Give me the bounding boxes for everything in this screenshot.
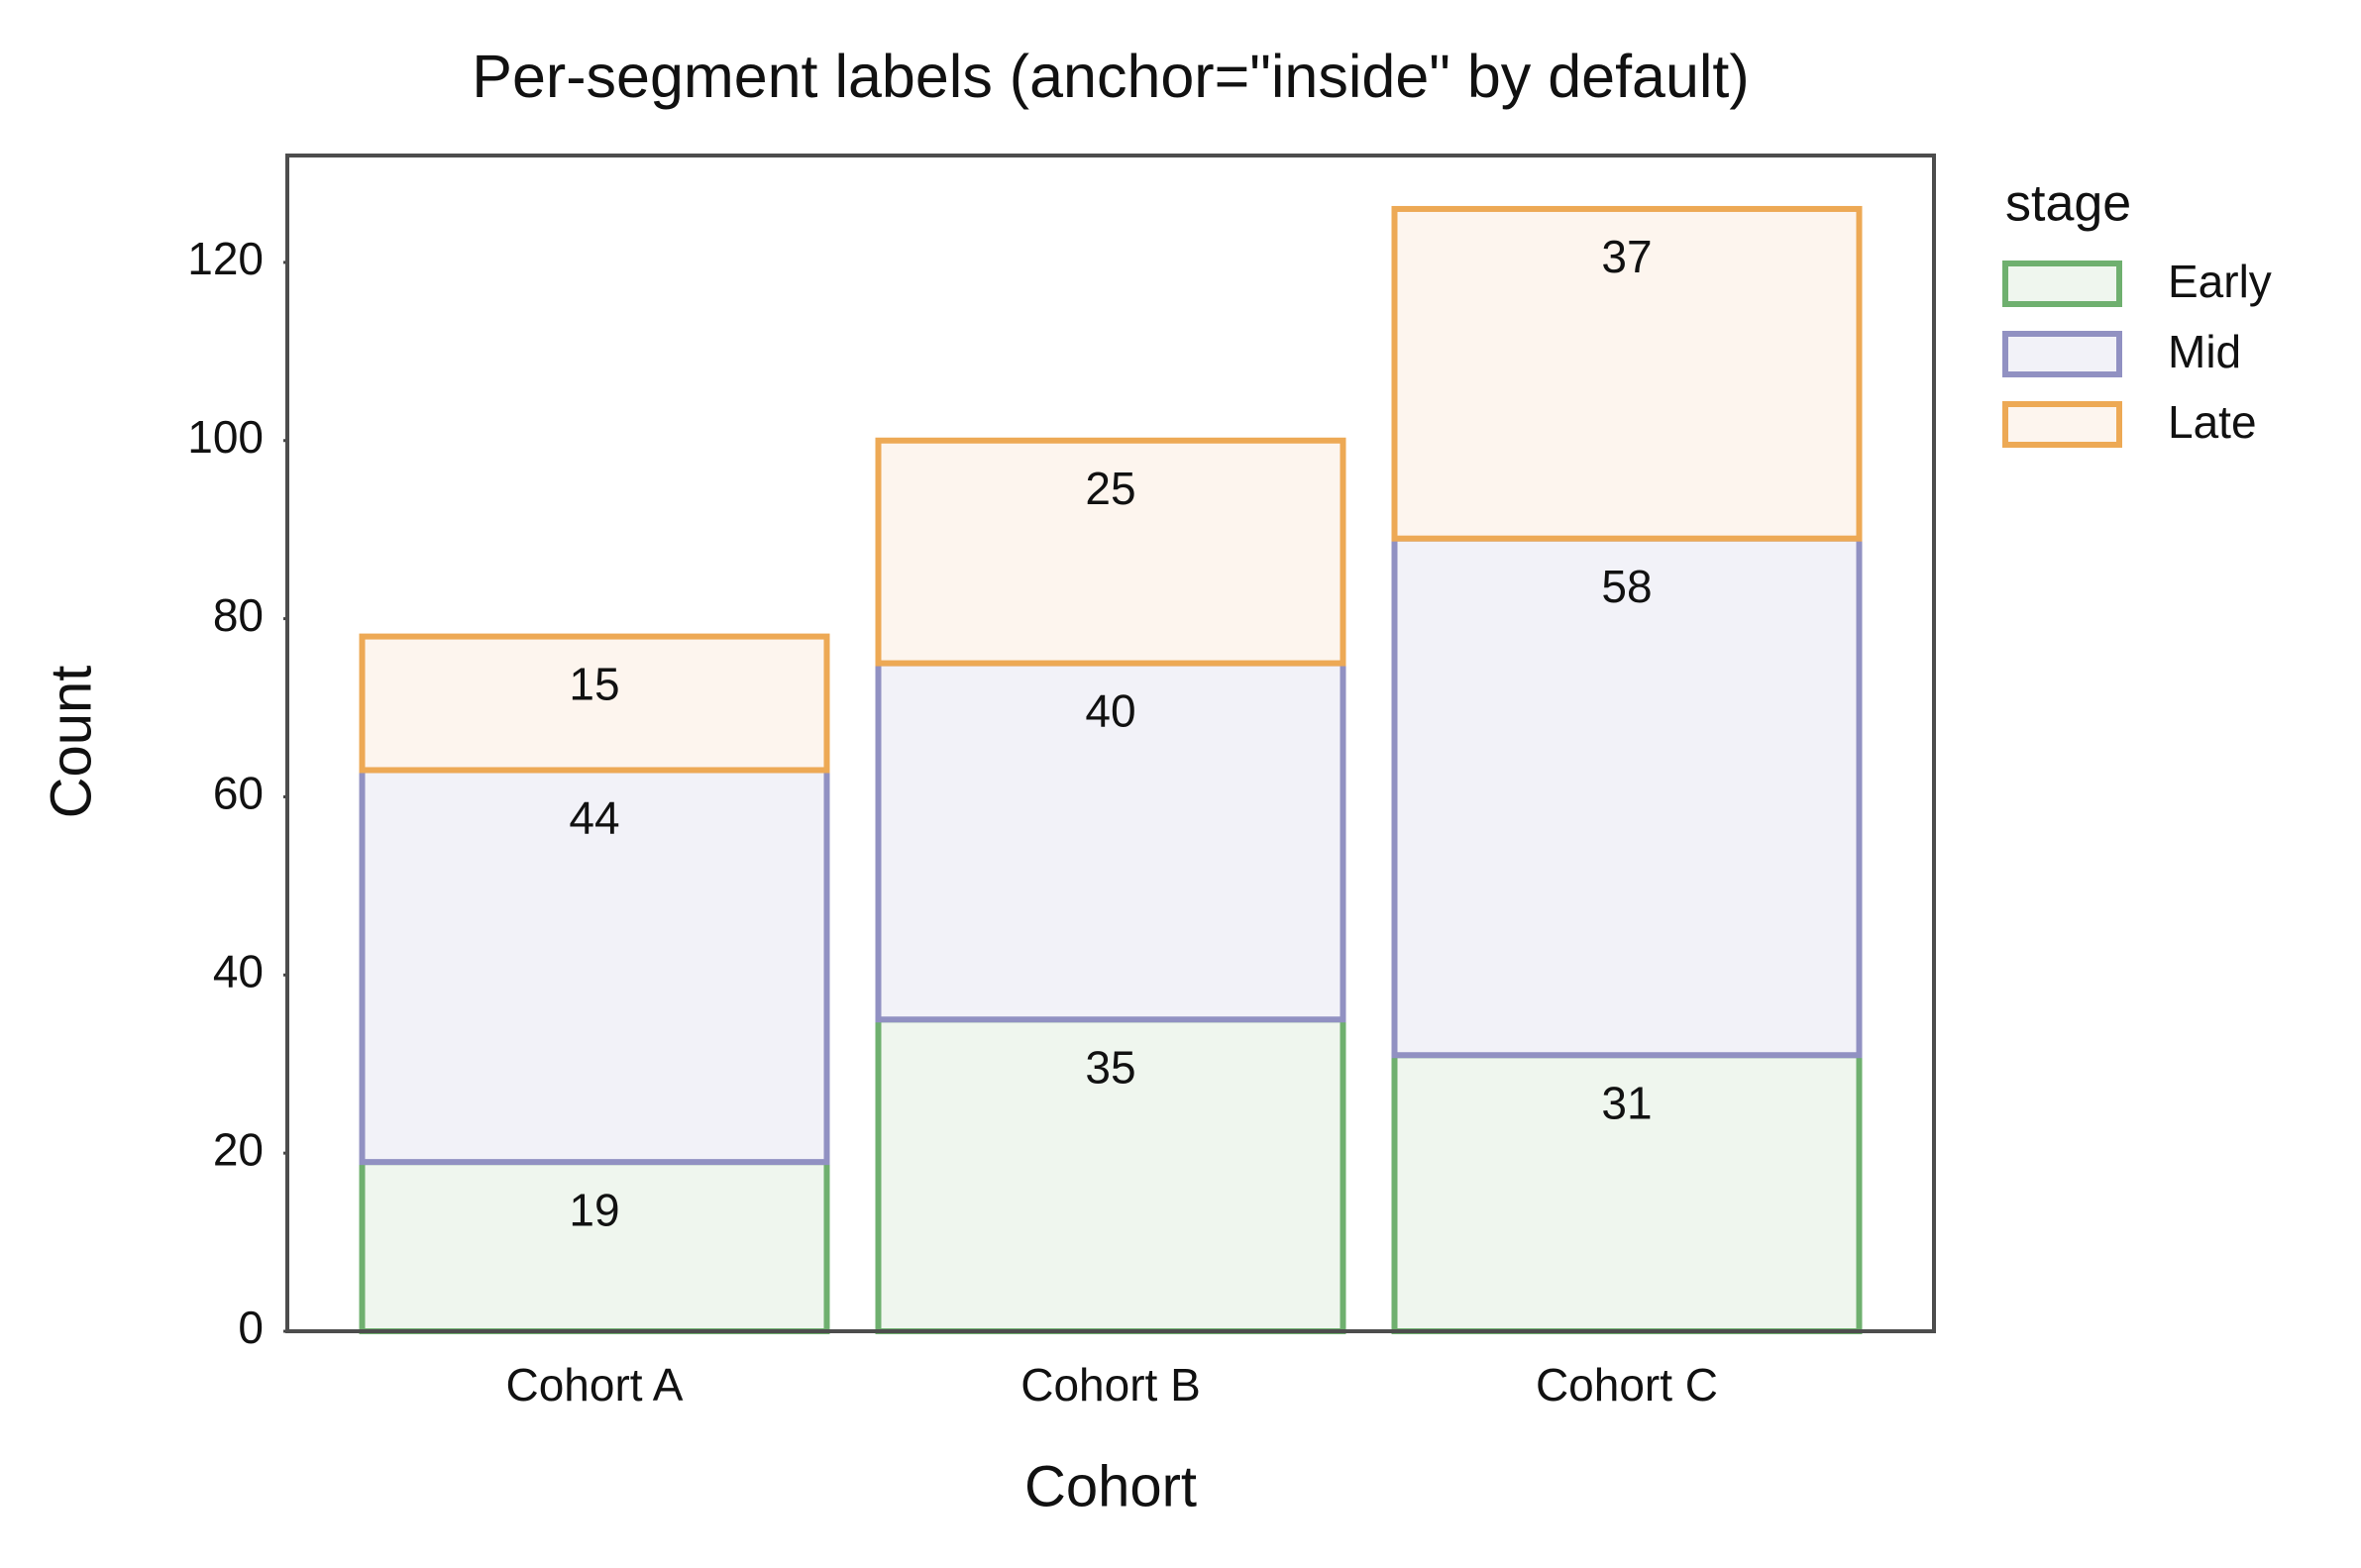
- y-tick-label: 100: [187, 411, 264, 463]
- y-tick-label: 80: [213, 589, 264, 641]
- data-label: 37: [1601, 231, 1652, 282]
- data-label: 35: [1085, 1041, 1135, 1093]
- legend-label: Mid: [2168, 326, 2241, 377]
- bar-segment: [875, 660, 1346, 1023]
- x-tick-label: Cohort B: [1020, 1359, 1201, 1411]
- legend-swatch: [2002, 261, 2122, 307]
- y-axis-label: Count: [39, 666, 103, 819]
- x-tick-label: Cohort A: [505, 1359, 683, 1411]
- bar-segment: [1391, 205, 1863, 542]
- data-label: 58: [1601, 561, 1652, 612]
- data-label: 44: [569, 792, 619, 844]
- x-axis-label: Cohort: [1024, 1454, 1197, 1518]
- legend-swatch: [2002, 331, 2122, 377]
- bar-segment: [875, 1016, 1346, 1334]
- y-tick-label: 40: [213, 945, 264, 996]
- bar-segment: [359, 633, 830, 774]
- y-tick-label: 20: [213, 1123, 264, 1175]
- bar-segment: [1391, 1052, 1863, 1334]
- bar-segment: [359, 767, 830, 1166]
- data-label: 25: [1085, 463, 1135, 514]
- plot-frame: [285, 154, 1936, 1333]
- y-tick-label: 60: [213, 768, 264, 819]
- data-label: 31: [1601, 1077, 1652, 1128]
- y-tick-label: 0: [238, 1302, 264, 1353]
- legend-swatch: [2002, 401, 2122, 448]
- data-label: 19: [569, 1184, 619, 1235]
- bar-segment: [1391, 535, 1863, 1059]
- data-label: 40: [1085, 685, 1135, 737]
- x-tick-label: Cohort C: [1536, 1359, 1718, 1411]
- bar-segment: [875, 437, 1346, 667]
- legend-title: stage: [2005, 175, 2131, 233]
- legend-label: Early: [2168, 256, 2272, 307]
- chart-title: Per-segment labels (anchor="inside" by d…: [472, 43, 1749, 110]
- y-tick-label: 120: [187, 233, 264, 284]
- data-label: 15: [569, 659, 619, 710]
- legend-label: Late: [2168, 396, 2257, 448]
